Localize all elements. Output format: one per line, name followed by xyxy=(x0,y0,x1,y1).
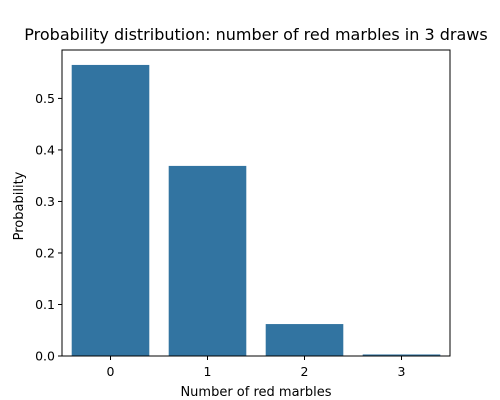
bar-0 xyxy=(71,64,150,356)
x-axis-label: Number of red marbles xyxy=(180,385,331,400)
bar-2 xyxy=(265,324,344,356)
plot-frame xyxy=(61,49,451,357)
chart-title: Probability distribution: number of red … xyxy=(24,25,487,44)
y-tick-label-0: 0.0 xyxy=(35,349,55,364)
x-tick-label-3: 3 xyxy=(398,364,406,379)
y-axis-label: Probability xyxy=(12,171,27,240)
y-tick-label-4: 0.4 xyxy=(35,142,55,157)
y-axis: 0.0 0.1 0.2 0.3 0.4 0.5 xyxy=(35,91,62,364)
y-tick-label-2: 0.2 xyxy=(35,245,55,260)
bars-group xyxy=(71,64,441,356)
x-tick-label-1: 1 xyxy=(204,364,212,379)
y-tick-label-3: 0.3 xyxy=(35,194,55,209)
bar-1 xyxy=(168,165,247,356)
x-axis: 0 1 2 3 xyxy=(107,356,406,379)
x-tick-label-2: 2 xyxy=(301,364,309,379)
x-tick-label-0: 0 xyxy=(107,364,115,379)
bar-3 xyxy=(362,354,441,356)
y-tick-label-1: 0.1 xyxy=(35,297,55,312)
y-tick-label-5: 0.5 xyxy=(35,91,55,106)
